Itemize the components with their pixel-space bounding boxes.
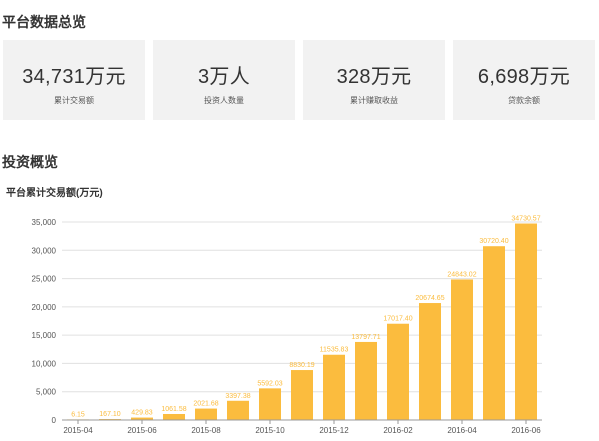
data-label: 8830.19 [289, 362, 314, 369]
stat-label: 投资人数量 [204, 96, 244, 105]
data-label: 167.10 [99, 411, 121, 418]
bar [259, 388, 281, 420]
y-tick-label: 30,000 [32, 246, 57, 255]
data-label: 20674.65 [415, 295, 444, 302]
data-label: 17017.40 [383, 316, 412, 323]
stat-label: 累计赚取收益 [350, 96, 398, 105]
data-label: 429.83 [131, 410, 153, 417]
bar [163, 413, 185, 420]
bar [387, 323, 409, 420]
bar [227, 400, 249, 420]
x-axis: 2015-04 2015-06 2015-08 2015-10 2015-12 2016-… [62, 419, 542, 435]
stat-value: 34,731万元 [22, 66, 126, 88]
bar [355, 341, 377, 420]
data-label: 5592.03 [257, 380, 282, 387]
y-tick-label: 0 [52, 416, 57, 425]
invest-title: 投资概览 [2, 154, 58, 170]
bar-chart: 0 5,000 10,000 15,000 20,000 25,000 30,000 35,0… [32, 216, 542, 435]
data-label: 13797.71 [351, 334, 380, 341]
stat-card-total-volume: 34,731万元 累计交易额 [3, 40, 145, 120]
bar [323, 354, 345, 420]
data-label: 11535.83 [320, 347, 349, 354]
stat-value: 328万元 [336, 66, 412, 88]
stat-value: 3万人 [197, 66, 251, 88]
bar [419, 303, 441, 420]
y-tick-label: 20,000 [32, 303, 57, 312]
x-tick-label: 2015-06 [127, 426, 157, 435]
data-label: 34730.57 [511, 216, 540, 223]
y-tick-label: 35,000 [32, 218, 57, 227]
bar [483, 246, 505, 420]
stat-card-investors: 3万人 投资人数量 [153, 40, 295, 120]
bars [67, 223, 537, 420]
data-labels: 6.15 167.10 429.83 1061.58 2021.68 3397.38 559… [71, 216, 541, 419]
data-label: 30720.40 [479, 238, 508, 245]
x-tick-label: 2015-12 [319, 426, 349, 435]
x-tick-label: 2015-08 [191, 426, 221, 435]
x-tick-label: 2016-06 [511, 426, 541, 435]
bar [195, 408, 217, 420]
bar [451, 279, 473, 420]
stat-value: 6,698万元 [477, 66, 571, 88]
overview-title: 平台数据总览 [2, 14, 86, 30]
y-tick-label: 25,000 [32, 275, 57, 284]
bar [291, 370, 313, 420]
x-tick-label: 2016-04 [447, 426, 477, 435]
x-tick-label: 2015-10 [255, 426, 285, 435]
x-tick-label: 2016-02 [383, 426, 413, 435]
grid-layer [62, 221, 542, 421]
stat-cards: 34,731万元 累计交易额 3万人 投资人数量 328万元 累计赚取收益 6,… [3, 40, 597, 120]
stat-card-earnings: 328万元 累计赚取收益 [303, 40, 445, 120]
stat-label: 累计交易额 [54, 96, 94, 105]
bar [131, 417, 153, 420]
stat-label: 贷款余额 [508, 96, 540, 105]
chart-title: 平台累计交易额(万元) [6, 188, 103, 199]
x-tick-label: 2015-04 [63, 426, 93, 435]
y-tick-label: 5,000 [36, 388, 57, 397]
y-axis: 0 5,000 10,000 15,000 20,000 25,000 30,000 35,0… [32, 218, 57, 425]
bar [515, 223, 537, 420]
data-label: 1061.58 [161, 406, 186, 413]
data-label: 3397.38 [225, 393, 250, 400]
y-tick-label: 10,000 [32, 359, 57, 368]
y-tick-label: 15,000 [32, 331, 57, 340]
data-label: 24843.02 [447, 271, 476, 278]
data-label: 6.15 [71, 411, 85, 418]
data-label: 2021.68 [193, 401, 218, 408]
stat-card-loan-balance: 6,698万元 贷款余额 [453, 40, 595, 120]
